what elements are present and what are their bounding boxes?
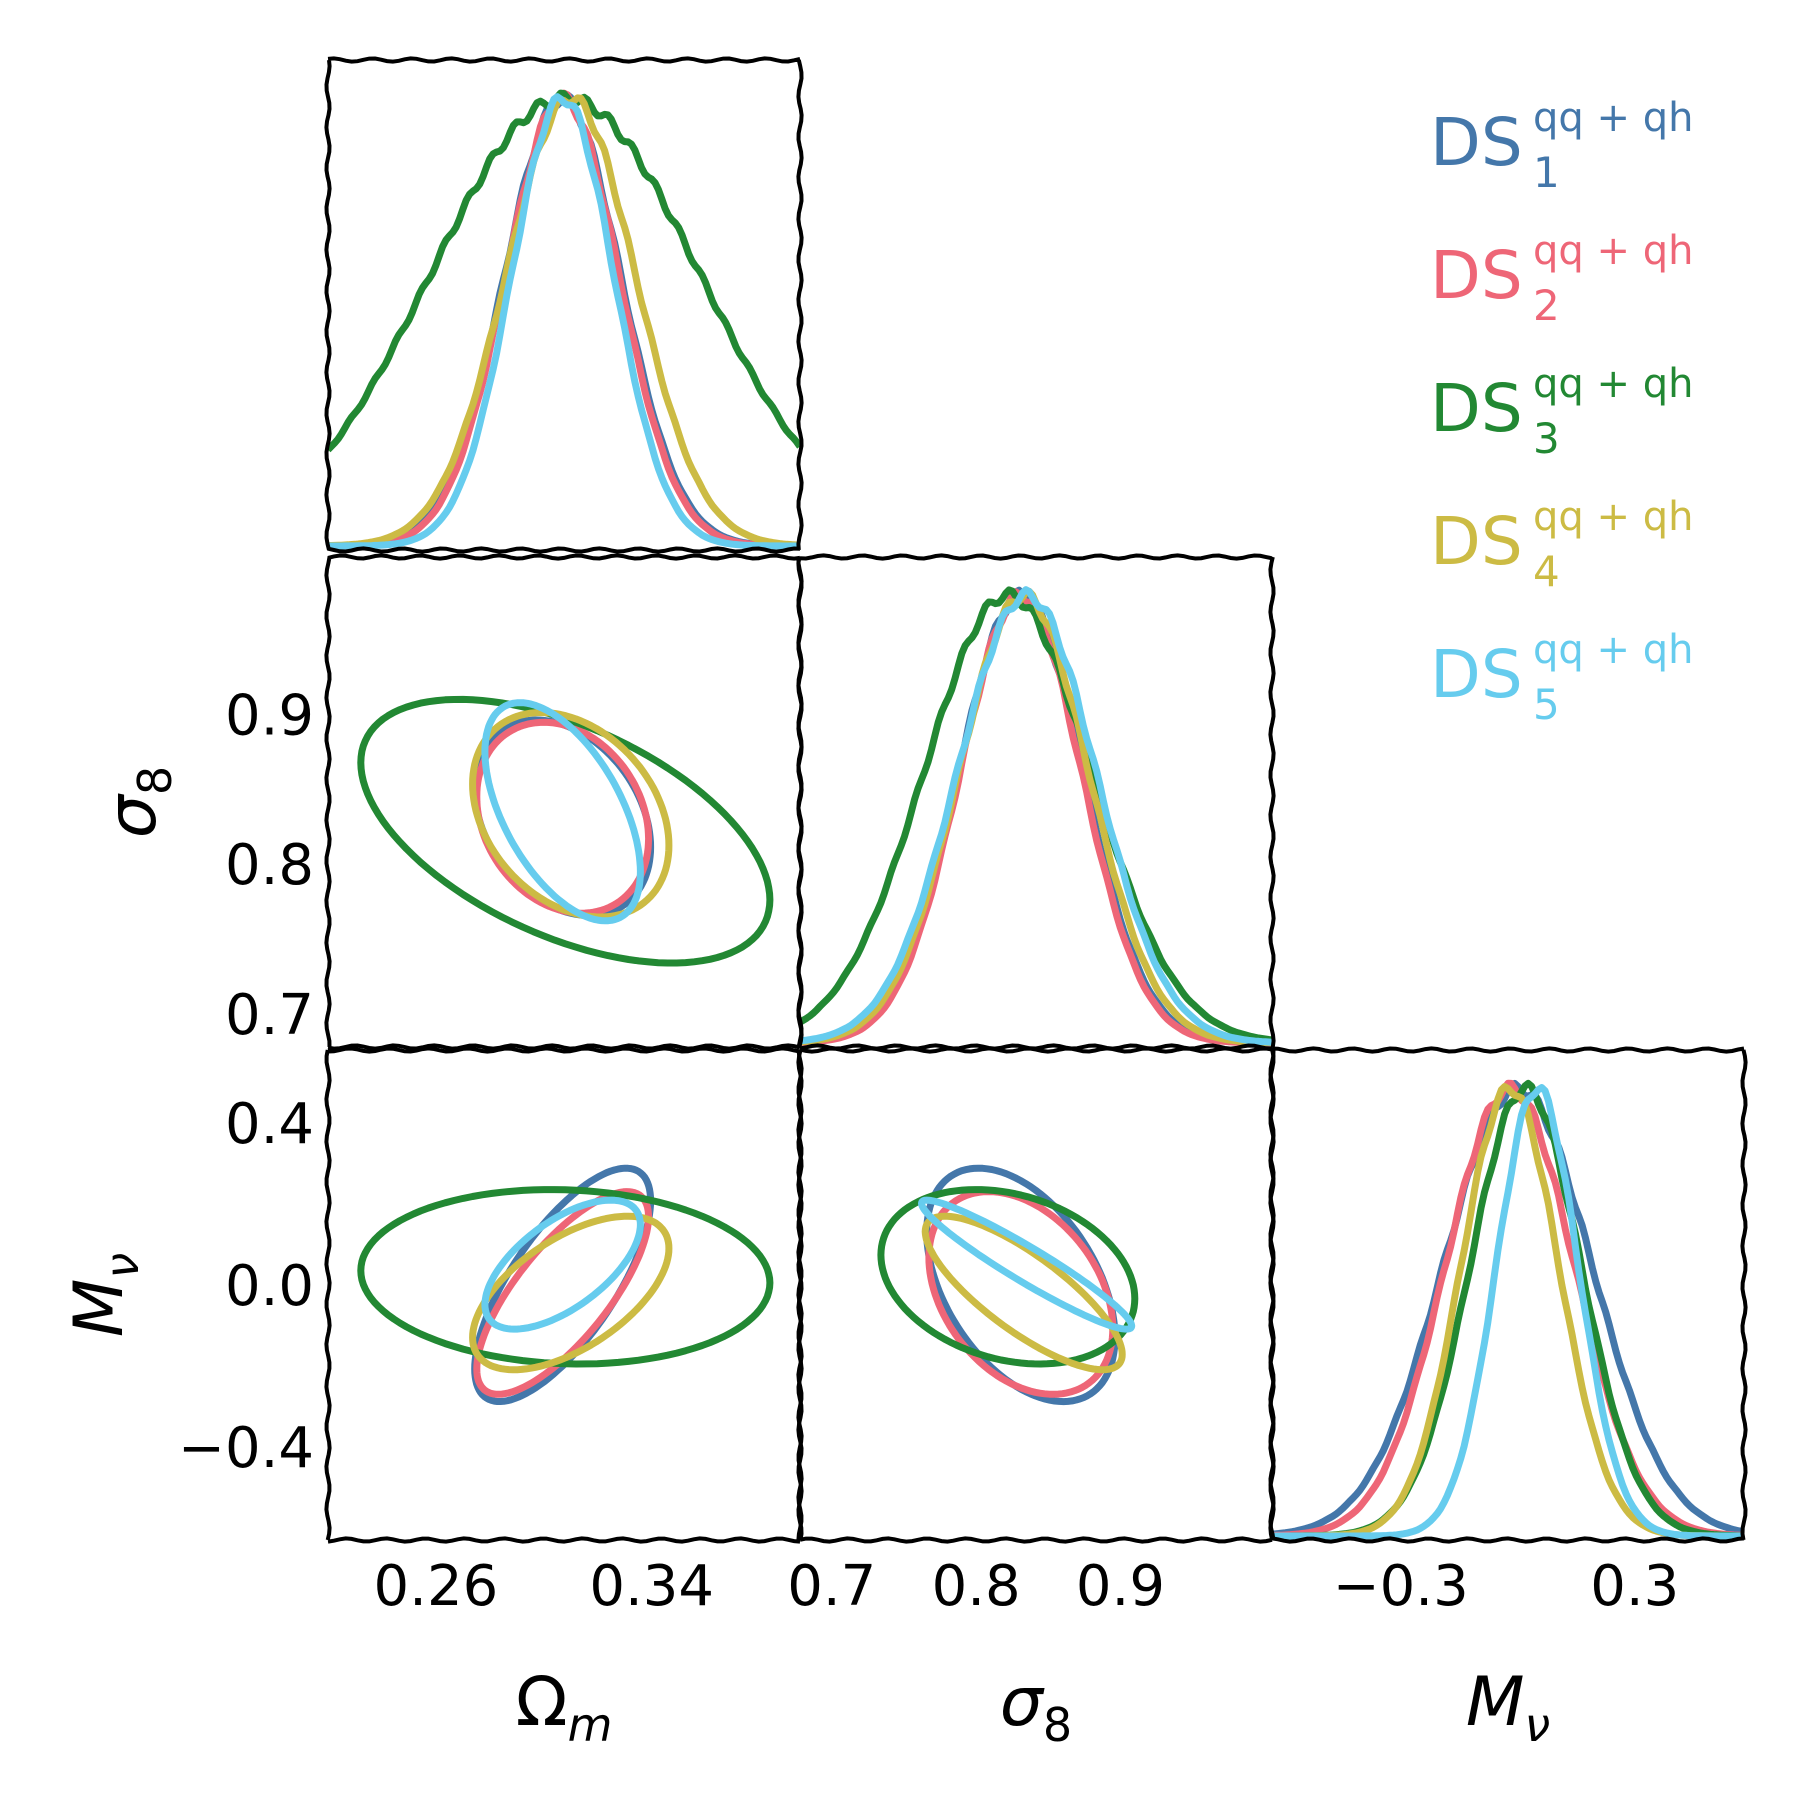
legend-sub-2: 2 bbox=[1533, 281, 1560, 330]
legend-entry-1: DS 1 qq + qh bbox=[1430, 95, 1693, 197]
legend-sup-3: qq + qh bbox=[1533, 361, 1693, 407]
panel-frame-2-2 bbox=[1268, 1046, 1748, 1544]
legend-entry-3: DS 3 qq + qh bbox=[1430, 361, 1693, 463]
contour-2-1-series-5 bbox=[918, 1196, 1136, 1333]
marginal-2-series-2 bbox=[1272, 1079, 1744, 1539]
panel-bg-2-0 bbox=[328, 1050, 800, 1540]
curves bbox=[328, 89, 1744, 1540]
xtick-0-0: 0.26 bbox=[374, 1554, 499, 1619]
marginal-0-series-3 bbox=[328, 89, 800, 453]
panel-frame-1-1 bbox=[796, 553, 1276, 1051]
panel-bg-2-1 bbox=[800, 1050, 1272, 1540]
contour-2-1-series-4 bbox=[921, 1212, 1126, 1374]
legend-sub-5: 5 bbox=[1533, 680, 1560, 729]
ytick-2-1: 0.0 bbox=[225, 1254, 314, 1319]
contour-1-0-series-3 bbox=[357, 695, 774, 967]
legend-sub-3: 3 bbox=[1533, 414, 1560, 463]
contour-1-0-series-5 bbox=[481, 699, 644, 925]
panel-frame-0-0 bbox=[324, 56, 804, 554]
ytick-1-0: 0.7 bbox=[225, 983, 314, 1048]
ylabel-1: σ8 bbox=[93, 766, 182, 838]
legend-name-5: DS bbox=[1430, 636, 1523, 713]
xlabel-0: Ωm bbox=[516, 1663, 613, 1752]
marginal-0-series-5 bbox=[328, 93, 800, 550]
legend-sub-4: 4 bbox=[1533, 547, 1560, 596]
axis-labels: Ωm σ8 Mν σ8 Mν bbox=[60, 766, 1550, 1752]
legend-entry-5: DS 5 qq + qh bbox=[1430, 627, 1693, 729]
panel-bg-0-0 bbox=[328, 60, 800, 550]
xtick-1-0: 0.7 bbox=[787, 1554, 876, 1619]
marginal-2-series-5 bbox=[1272, 1084, 1744, 1540]
marginal-1-series-5 bbox=[800, 586, 1272, 1046]
legend-sup-2: qq + qh bbox=[1533, 228, 1693, 274]
contour-2-0-series-5 bbox=[481, 1196, 644, 1333]
panel-frame-2-0 bbox=[324, 1046, 804, 1544]
legend-entry-4: DS 4 qq + qh bbox=[1430, 494, 1693, 596]
xtick-1-1: 0.8 bbox=[932, 1554, 1021, 1619]
xlabel-2: Mν bbox=[1466, 1663, 1550, 1752]
ytick-1-2: 0.9 bbox=[225, 683, 314, 748]
legend-entry-2: DS 2 qq + qh bbox=[1430, 228, 1693, 330]
frames bbox=[324, 56, 1748, 1544]
panel-bg-2-2 bbox=[1272, 1050, 1744, 1540]
tick-labels: 0.7 0.8 0.9 −0.4 0.0 0.4 0.26 0.34 0.7 0.8 0.9 −0.3… bbox=[178, 683, 1679, 1619]
contour-2-1-series-2 bbox=[925, 1188, 1117, 1398]
panel-bg-1-0 bbox=[328, 557, 800, 1047]
legend-sup-4: qq + qh bbox=[1533, 494, 1693, 540]
ylabel-2: Mν bbox=[60, 1253, 149, 1337]
xtick-1-2: 0.9 bbox=[1076, 1554, 1165, 1619]
xtick-2-0: −0.3 bbox=[1333, 1554, 1469, 1619]
legend-name-1: DS bbox=[1430, 104, 1523, 181]
panel-bg-1-1 bbox=[800, 557, 1272, 1047]
panels bbox=[328, 60, 1744, 1540]
legend-sub-1: 1 bbox=[1533, 148, 1560, 197]
xtick-0-1: 0.34 bbox=[589, 1554, 714, 1619]
xtick-2-1: 0.3 bbox=[1590, 1554, 1679, 1619]
xlabel-1: σ8 bbox=[1000, 1663, 1072, 1752]
legend-name-3: DS bbox=[1430, 370, 1523, 447]
legend-name-2: DS bbox=[1430, 237, 1523, 314]
marginal-1-series-3 bbox=[800, 586, 1272, 1044]
ytick-2-2: 0.4 bbox=[225, 1092, 314, 1157]
legend-sup-5: qq + qh bbox=[1533, 627, 1693, 673]
ytick-1-1: 0.8 bbox=[225, 833, 314, 898]
contour-2-0-series-4 bbox=[469, 1212, 673, 1374]
legend-name-4: DS bbox=[1430, 503, 1523, 580]
ytick-2-0: −0.4 bbox=[178, 1416, 314, 1481]
legend-sup-1: qq + qh bbox=[1533, 95, 1693, 141]
contour-2-0-series-3 bbox=[357, 1186, 774, 1368]
